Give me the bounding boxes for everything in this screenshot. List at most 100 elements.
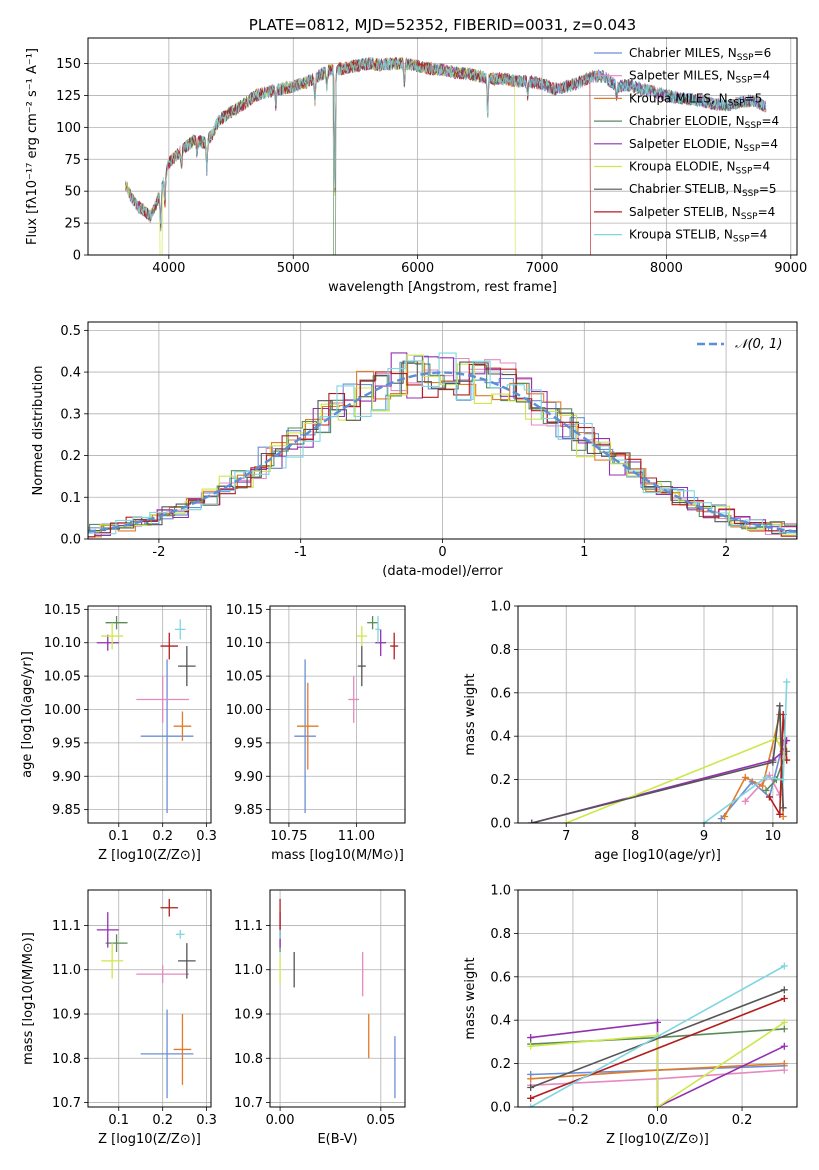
y-tick-label: 10.10 bbox=[44, 636, 81, 651]
axes-frame bbox=[517, 889, 798, 1108]
residual-histogram-c_stel_krou bbox=[88, 352, 797, 537]
weight-series-c_miles_chab bbox=[720, 742, 784, 820]
legend-label: Salpeter ELODIE, NSSP=4 bbox=[629, 137, 778, 154]
x-tick-label: 1 bbox=[580, 545, 588, 560]
weight-marker bbox=[780, 995, 788, 1002]
y-axis-label: Normed distribution bbox=[31, 366, 46, 496]
errorbar-point bbox=[175, 929, 185, 939]
y-tick-label: 9.85 bbox=[52, 803, 81, 818]
y-tick-label: 0.6 bbox=[490, 970, 511, 985]
x-axis-label: wavelength [Angstrom, rest frame] bbox=[328, 280, 557, 295]
legend-label-sub: SSP bbox=[728, 98, 745, 108]
x-tick-label: 0.05 bbox=[366, 1113, 395, 1128]
errorbar-point bbox=[294, 659, 316, 813]
x-tick-label: 0.0 bbox=[647, 1113, 668, 1128]
y-tick-label: 11.1 bbox=[234, 919, 263, 934]
spectrum-series-c_elod_krou bbox=[124, 57, 516, 255]
weight-marker bbox=[527, 1094, 535, 1102]
weight-marker bbox=[528, 819, 536, 823]
x-tick-label: 6000 bbox=[401, 261, 434, 276]
y-tick-label: 11.0 bbox=[234, 963, 263, 978]
mass_vs_Z-panel: 0.1 0.2 0.3 10.7 10.8 10.9 11.0 11.1 Z [log10(Z/… bbox=[21, 889, 217, 1147]
legend-label: Chabrier STELIB, NSSP=5 bbox=[629, 182, 777, 199]
weight-series-c_stel_krou bbox=[530, 965, 785, 1107]
weight-marker bbox=[654, 1103, 661, 1107]
errorbar-point bbox=[356, 626, 368, 647]
x-tick-label: 0.3 bbox=[196, 1113, 217, 1128]
axes-frame bbox=[87, 321, 798, 540]
errorbar-point bbox=[178, 943, 196, 979]
legend-label-sub: SSP bbox=[736, 167, 753, 177]
y-tick-label: 10.05 bbox=[226, 670, 263, 685]
y-tick-label: 11.1 bbox=[52, 919, 81, 934]
x-tick-label: 0.2 bbox=[152, 1113, 173, 1128]
x-tick-label: 9000 bbox=[774, 261, 807, 276]
weight-marker bbox=[776, 810, 784, 818]
x-axis-label: Z [log10(Z/Z⊙)] bbox=[98, 848, 201, 863]
x-tick-label: 8 bbox=[631, 829, 639, 844]
y-tick-label: 0.4 bbox=[490, 1014, 511, 1029]
y-tick-label: 10.15 bbox=[44, 603, 81, 618]
gaussian-curve bbox=[88, 371, 797, 533]
x-tick-label: 7 bbox=[562, 829, 570, 844]
x-tick-label: 2 bbox=[722, 545, 730, 560]
x-axis-label: Z [log10(Z/Z⊙)] bbox=[98, 1132, 201, 1147]
x-axis-label: mass [log10(M/M⊙)] bbox=[271, 848, 404, 863]
x-tick-label: 0.1 bbox=[108, 1113, 129, 1128]
legend-label-sub: SSP bbox=[745, 121, 762, 131]
errorbar-point bbox=[390, 632, 399, 660]
errorbar-point bbox=[375, 629, 387, 657]
errorbar-point bbox=[160, 632, 179, 660]
legend-label-val: =5 bbox=[759, 182, 777, 196]
legend-label-text: Salpeter STELIB, N bbox=[629, 205, 741, 219]
legend-label-text: Chabrier MILES, N bbox=[629, 46, 737, 60]
y-tick-label: 0.6 bbox=[490, 686, 511, 701]
errorbar-point bbox=[96, 912, 119, 948]
weight-marker bbox=[527, 1042, 535, 1050]
x-axis-label: (data-model)/error bbox=[382, 564, 503, 579]
weight-marker bbox=[779, 776, 787, 784]
age_vs_Z-panel: 0.1 0.2 0.3 9.85 9.90 9.95 10.00 10.05 10.10 10.1… bbox=[20, 603, 217, 863]
weight-marker bbox=[779, 804, 787, 812]
y-tick-label: 1.0 bbox=[490, 884, 511, 899]
legend-label-val: =6 bbox=[754, 46, 772, 60]
y-axis-label: mass weight bbox=[463, 673, 478, 755]
weight-marker bbox=[527, 1103, 535, 1107]
y-tick-label: 10.15 bbox=[226, 603, 263, 618]
legend-label-val: =4 bbox=[760, 137, 778, 151]
y-tick-label: 150 bbox=[56, 57, 81, 72]
errorbar-point bbox=[160, 898, 179, 917]
errorbar-point bbox=[297, 682, 319, 770]
x-tick-label: 10.75 bbox=[270, 829, 307, 844]
weight_vs_age-panel: 7 8 9 10 0.0 0.2 0.4 0.6 0.8 1.0 age [log10(age/yr… bbox=[463, 600, 798, 863]
legend-label-sub: SSP bbox=[743, 144, 760, 154]
errorbar-point bbox=[140, 1009, 194, 1099]
y-tick-label: 10.00 bbox=[226, 703, 263, 718]
x-tick-label: 10 bbox=[765, 829, 782, 844]
weight-marker bbox=[780, 1060, 788, 1068]
weight-marker bbox=[562, 819, 570, 823]
legend-label: Salpeter STELIB, NSSP=4 bbox=[629, 205, 775, 222]
legend-label-text: Salpeter MILES, N bbox=[629, 69, 736, 83]
y-tick-label: 10.7 bbox=[52, 1096, 81, 1111]
errorbar-point bbox=[105, 616, 128, 630]
weight-marker bbox=[765, 793, 773, 801]
x-tick-label: 0.3 bbox=[196, 829, 217, 844]
y-tick-label: 0.5 bbox=[60, 324, 81, 339]
weight-marker bbox=[741, 773, 749, 781]
weight-marker bbox=[783, 678, 791, 686]
y-tick-label: 0 bbox=[73, 249, 81, 264]
errorbar-point bbox=[174, 619, 186, 640]
x-tick-label: -1 bbox=[294, 545, 307, 560]
errorbar-point bbox=[136, 676, 190, 723]
weight-marker bbox=[780, 1066, 788, 1074]
x-tick-label: 0.1 bbox=[108, 829, 129, 844]
weight-marker bbox=[762, 773, 770, 781]
y-tick-label: 0.4 bbox=[60, 366, 81, 381]
x-tick-label: -2 bbox=[152, 545, 165, 560]
x-tick-label: 7000 bbox=[525, 261, 558, 276]
weight-marker bbox=[780, 962, 788, 970]
weight-marker bbox=[780, 1018, 788, 1026]
y-tick-label: 25 bbox=[64, 217, 81, 232]
